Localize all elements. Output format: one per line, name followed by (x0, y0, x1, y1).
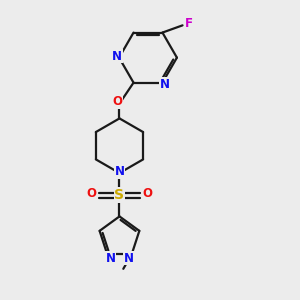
Text: N: N (105, 252, 116, 265)
Text: N: N (112, 50, 122, 62)
Text: S: S (115, 188, 124, 202)
Text: F: F (185, 17, 194, 30)
Text: O: O (112, 95, 122, 108)
Text: N: N (115, 165, 124, 178)
Text: O: O (142, 187, 153, 200)
Text: O: O (86, 187, 96, 200)
Text: N: N (124, 252, 134, 265)
Text: N: N (160, 78, 170, 91)
